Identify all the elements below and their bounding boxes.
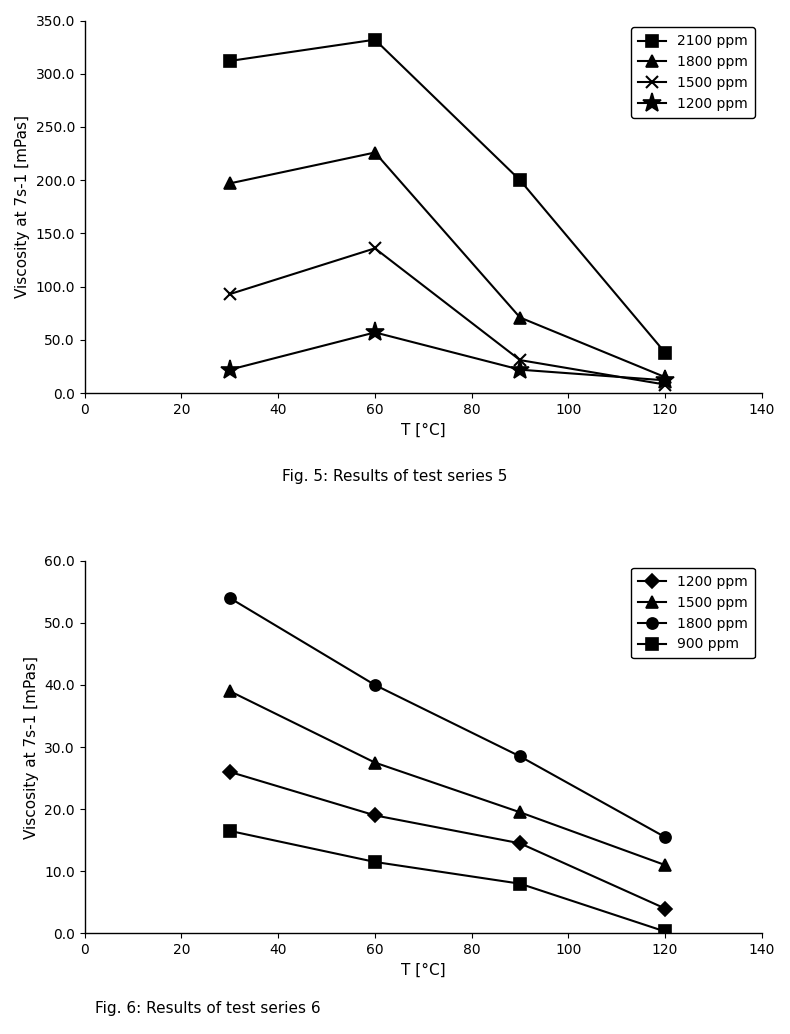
Text: Fig. 5: Results of test series 5: Fig. 5: Results of test series 5 [282,468,508,484]
1200 ppm [225,364,235,376]
900 ppm [225,825,235,838]
1800 ppm [660,831,670,844]
1800 ppm [371,678,380,691]
Line: 2100 ppm: 2100 ppm [224,34,671,358]
Text: Fig. 6: Results of test series 6: Fig. 6: Results of test series 6 [95,1001,321,1016]
Y-axis label: Viscosity at 7s-1 [mPas]: Viscosity at 7s-1 [mPas] [24,656,39,839]
1500 ppm [515,807,525,819]
Line: 1200 ppm: 1200 ppm [225,767,670,913]
Y-axis label: Viscosity at 7s-1 [mPas]: Viscosity at 7s-1 [mPas] [15,116,30,298]
1800 ppm [515,751,525,763]
900 ppm [371,856,380,869]
1200 ppm [371,810,380,822]
900 ppm [660,925,670,938]
1800 ppm [660,371,670,384]
2100 ppm [371,33,380,45]
1200 ppm [371,326,380,338]
Legend: 2100 ppm, 1800 ppm, 1500 ppm, 1200 ppm: 2100 ppm, 1800 ppm, 1500 ppm, 1200 ppm [631,28,755,118]
Line: 1500 ppm: 1500 ppm [224,242,672,391]
1500 ppm [660,378,670,391]
1500 ppm [371,757,380,769]
1200 ppm [660,374,670,387]
1500 ppm [515,354,525,366]
1200 ppm [660,903,670,915]
2100 ppm [660,346,670,359]
Line: 1200 ppm: 1200 ppm [220,323,675,390]
1800 ppm [515,311,525,324]
1800 ppm [371,146,380,158]
Line: 1800 ppm: 1800 ppm [224,592,671,843]
900 ppm [515,878,525,890]
X-axis label: T [°C]: T [°C] [401,422,446,437]
X-axis label: T [°C]: T [°C] [401,963,446,977]
Line: 1500 ppm: 1500 ppm [224,686,671,871]
1800 ppm [225,177,235,189]
2100 ppm [225,55,235,67]
2100 ppm [515,174,525,186]
1200 ppm [225,766,235,779]
1500 ppm [225,287,235,300]
1800 ppm [225,591,235,604]
1500 ppm [225,685,235,697]
Legend: 1200 ppm, 1500 ppm, 1800 ppm, 900 ppm: 1200 ppm, 1500 ppm, 1800 ppm, 900 ppm [631,568,755,659]
1500 ppm [371,242,380,254]
Line: 900 ppm: 900 ppm [224,825,671,937]
1200 ppm [515,364,525,376]
1500 ppm [660,859,670,872]
Line: 1800 ppm: 1800 ppm [224,147,671,383]
1200 ppm [515,838,525,850]
